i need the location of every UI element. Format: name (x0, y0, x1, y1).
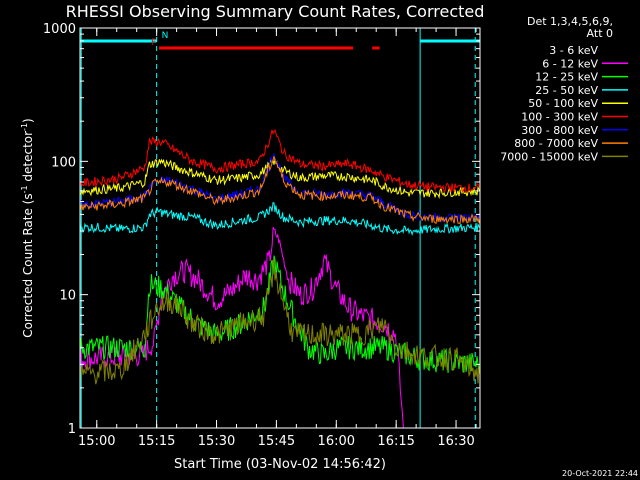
flag-label-F: F (151, 38, 156, 48)
flag-label-N: N (162, 31, 169, 41)
x-axis-label: Start Time (03-Nov-02 14:56:42) (174, 457, 386, 472)
series-line-8 (80, 258, 480, 385)
x-tick-label-4: 16:00 (318, 434, 355, 449)
legend-label-0: 3 - 6 keV (549, 44, 598, 57)
y-tick-label-0: 1 (68, 422, 76, 437)
series-line-7 (80, 156, 480, 225)
chart-title: RHESSI Observing Summary Count Rates, Co… (66, 2, 485, 21)
legend-header-line-1: Det 1,3,4,5,6,9, (527, 15, 613, 28)
series-line-6 (80, 153, 480, 224)
legend-label-3: 25 - 50 keV (535, 84, 598, 97)
legend-label-4: 50 - 100 keV (528, 97, 598, 110)
x-tick-label-0: 15:00 (78, 434, 115, 449)
y-tick-label-2: 100 (51, 155, 76, 170)
x-tick-label-2: 15:30 (198, 434, 235, 449)
series-line-5 (80, 129, 480, 194)
series-layer (80, 28, 480, 428)
legend-label-8: 7000 - 15000 keV (500, 150, 598, 163)
x-tick-label-6: 16:30 (437, 434, 474, 449)
axes: NF 1 10 100 1000 15:00 15:15 15:30 15:45 16:00 16:… (43, 22, 481, 449)
legend-label-5: 100 - 300 keV (521, 111, 598, 124)
legend-label-1: 6 - 12 keV (542, 57, 598, 70)
y-tick-label-3: 1000 (43, 22, 76, 37)
legend-label-6: 300 - 800 keV (521, 124, 598, 137)
footer-date: 20-Oct-2021 22:44 (562, 469, 638, 478)
legend-label-7: 800 - 7000 keV (514, 137, 598, 150)
axes-box (79, 27, 481, 429)
x-tick-label-3: 15:45 (258, 434, 295, 449)
legend-header-line-2: Att 0 (587, 27, 613, 40)
legend-label-2: 12 - 25 keV (535, 71, 598, 84)
x-tick-label-1: 15:15 (138, 434, 175, 449)
y-tick-label-1: 10 (59, 289, 76, 304)
x-tick-label-5: 16:15 (377, 434, 414, 449)
series-line-3 (80, 202, 480, 236)
y-axis-label: Corrected Count Rate (s-1 detector-1) (20, 118, 35, 337)
